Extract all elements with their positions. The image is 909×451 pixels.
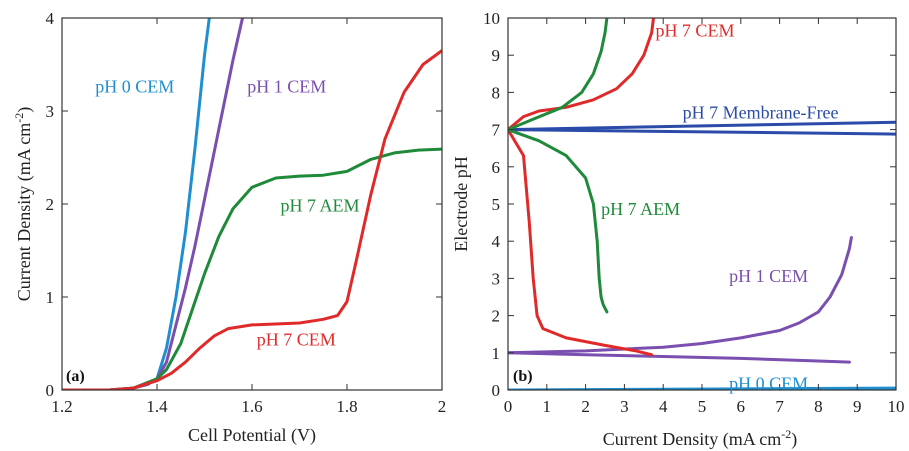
panel-a-y-tick-label: 1 <box>46 288 55 307</box>
panel-a-y-tick-label: 0 <box>46 381 55 400</box>
panel-b-ticks: 0 1 2 3 4 5 6 7 8 9 10 0 1 2 3 4 5 6 7 8 9 10 <box>483 9 905 416</box>
panel-b-series-line-3 <box>508 351 851 364</box>
panel-a-y-axis-label-end: ) <box>14 107 35 113</box>
panel-b-y-tick-label: 1 <box>492 344 501 363</box>
panel-b-x-tick-label: 3 <box>620 397 629 416</box>
panel-b-x-tick-label: 0 <box>504 397 513 416</box>
panel-a-x-tick-label: 1.6 <box>241 397 262 416</box>
panel-a-x-tick-label: 1.8 <box>336 397 357 416</box>
panel-b-x-tick-label: 7 <box>775 397 784 416</box>
panel-a-x-tick-label: 1.2 <box>51 397 72 416</box>
panel-a-series-label: pH 1 CEM <box>247 76 326 96</box>
panel-b-y-tick-label: 4 <box>492 232 501 251</box>
panel-a-x-axis-label: Cell Potential (V) <box>188 425 316 446</box>
panel-b-label: (b) <box>513 368 533 385</box>
panel-a-series-label: pH 7 CEM <box>257 329 336 349</box>
panel-b-series-line-6 <box>508 18 655 132</box>
panel-b-y-tick-label: 7 <box>492 121 501 140</box>
panel-a: 1.2 1.4 1.6 1.8 2 0 1 2 3 4 pH 0 CEM pH 1 CEM pH 7 … <box>12 9 446 446</box>
panel-a-frame <box>61 17 443 391</box>
panel-b-series-label: pH 0 CEM <box>729 373 808 393</box>
panel-b-series-label: pH 7 Membrane-Free <box>683 102 839 122</box>
panel-b-x-tick-label: 5 <box>698 397 707 416</box>
panel-a-y-tick-label: 4 <box>46 9 55 28</box>
panel-b-x-tick-label: 9 <box>853 397 862 416</box>
panel-b-frame <box>507 17 897 391</box>
panel-a-x-tick-label: 2 <box>438 397 447 416</box>
panel-b-series-label: pH 1 CEM <box>729 266 808 286</box>
panel-b-series-line-8 <box>508 18 609 132</box>
panel-b-series-line-9 <box>508 128 609 314</box>
panel-b-series-line-5 <box>508 128 896 136</box>
panel-b-y-tick-label: 2 <box>492 307 501 326</box>
panel-a-series <box>62 18 442 390</box>
panel-b-x-tick-label: 4 <box>659 397 668 416</box>
panel-b-x-tick-label: 2 <box>581 397 590 416</box>
panel-a-y-axis-label-main: Current Density (mA cm <box>14 123 35 301</box>
panel-a-label: (a) <box>66 368 85 385</box>
panel-b-series-label: pH 7 AEM <box>601 199 680 219</box>
panel-b-x-tick-label: 6 <box>737 397 746 416</box>
panel-b-y-tick-label: 5 <box>492 195 501 214</box>
panel-b-x-axis-label-end: ) <box>791 429 797 450</box>
panel-b-series-label: pH 7 CEM <box>655 21 734 41</box>
panel-b-y-axis-label: Electrode pH <box>451 156 471 251</box>
panel-b-series <box>508 18 896 390</box>
panel-b-x-tick-label: 1 <box>543 397 552 416</box>
panel-b-y-tick-label: 10 <box>483 9 500 28</box>
panel-a-x-tick-label: 1.4 <box>146 397 168 416</box>
panel-a-y-tick-label: 2 <box>46 195 55 214</box>
panel-a-y-axis-label-sup: -2 <box>12 113 26 123</box>
panel-a-annotations: pH 0 CEM pH 1 CEM pH 7 AEM pH 7 CEM <box>95 76 359 349</box>
panel-b-y-tick-label: 3 <box>492 269 501 288</box>
panel-a-series-label: pH 0 CEM <box>95 76 174 96</box>
panel-b-y-tick-label: 9 <box>492 46 501 65</box>
panel-a-y-axis-label: Current Density (mA cm-2) <box>12 107 35 301</box>
panel-b-x-axis-label-sup: -2 <box>781 427 791 441</box>
panel-b-series-line-7 <box>508 128 654 357</box>
panel-b: 0 1 2 3 4 5 6 7 8 9 10 0 1 2 3 4 5 6 7 8 9 10 pH 7 CEM pH 7 Me… <box>451 9 905 450</box>
panel-b-y-tick-label: 0 <box>492 381 501 400</box>
panel-a-series-label: pH 7 AEM <box>281 195 360 215</box>
panel-b-annotations: pH 7 CEM pH 7 Membrane-Free pH 7 AEM pH 1 C… <box>601 21 838 394</box>
panel-b-x-tick-label: 8 <box>814 397 823 416</box>
panel-b-x-axis-label: Current Density (mA cm-2) <box>603 427 797 450</box>
panel-a-y-tick-label: 3 <box>46 102 55 121</box>
panel-b-series-line-4 <box>508 120 896 132</box>
panel-a-series-line-4 <box>62 49 442 390</box>
panel-b-series-line-2 <box>508 236 853 355</box>
panel-b-x-axis-label-main: Current Density (mA cm <box>603 429 781 450</box>
panel-b-y-tick-label: 8 <box>492 83 501 102</box>
panel-a-series-line-1 <box>62 18 211 390</box>
panel-a-series-line-3 <box>62 147 442 390</box>
panel-b-y-tick-label: 6 <box>492 158 501 177</box>
panel-b-x-tick-label: 10 <box>888 397 905 416</box>
panel-a-ticks: 1.2 1.4 1.6 1.8 2 0 1 2 3 4 <box>46 9 447 416</box>
